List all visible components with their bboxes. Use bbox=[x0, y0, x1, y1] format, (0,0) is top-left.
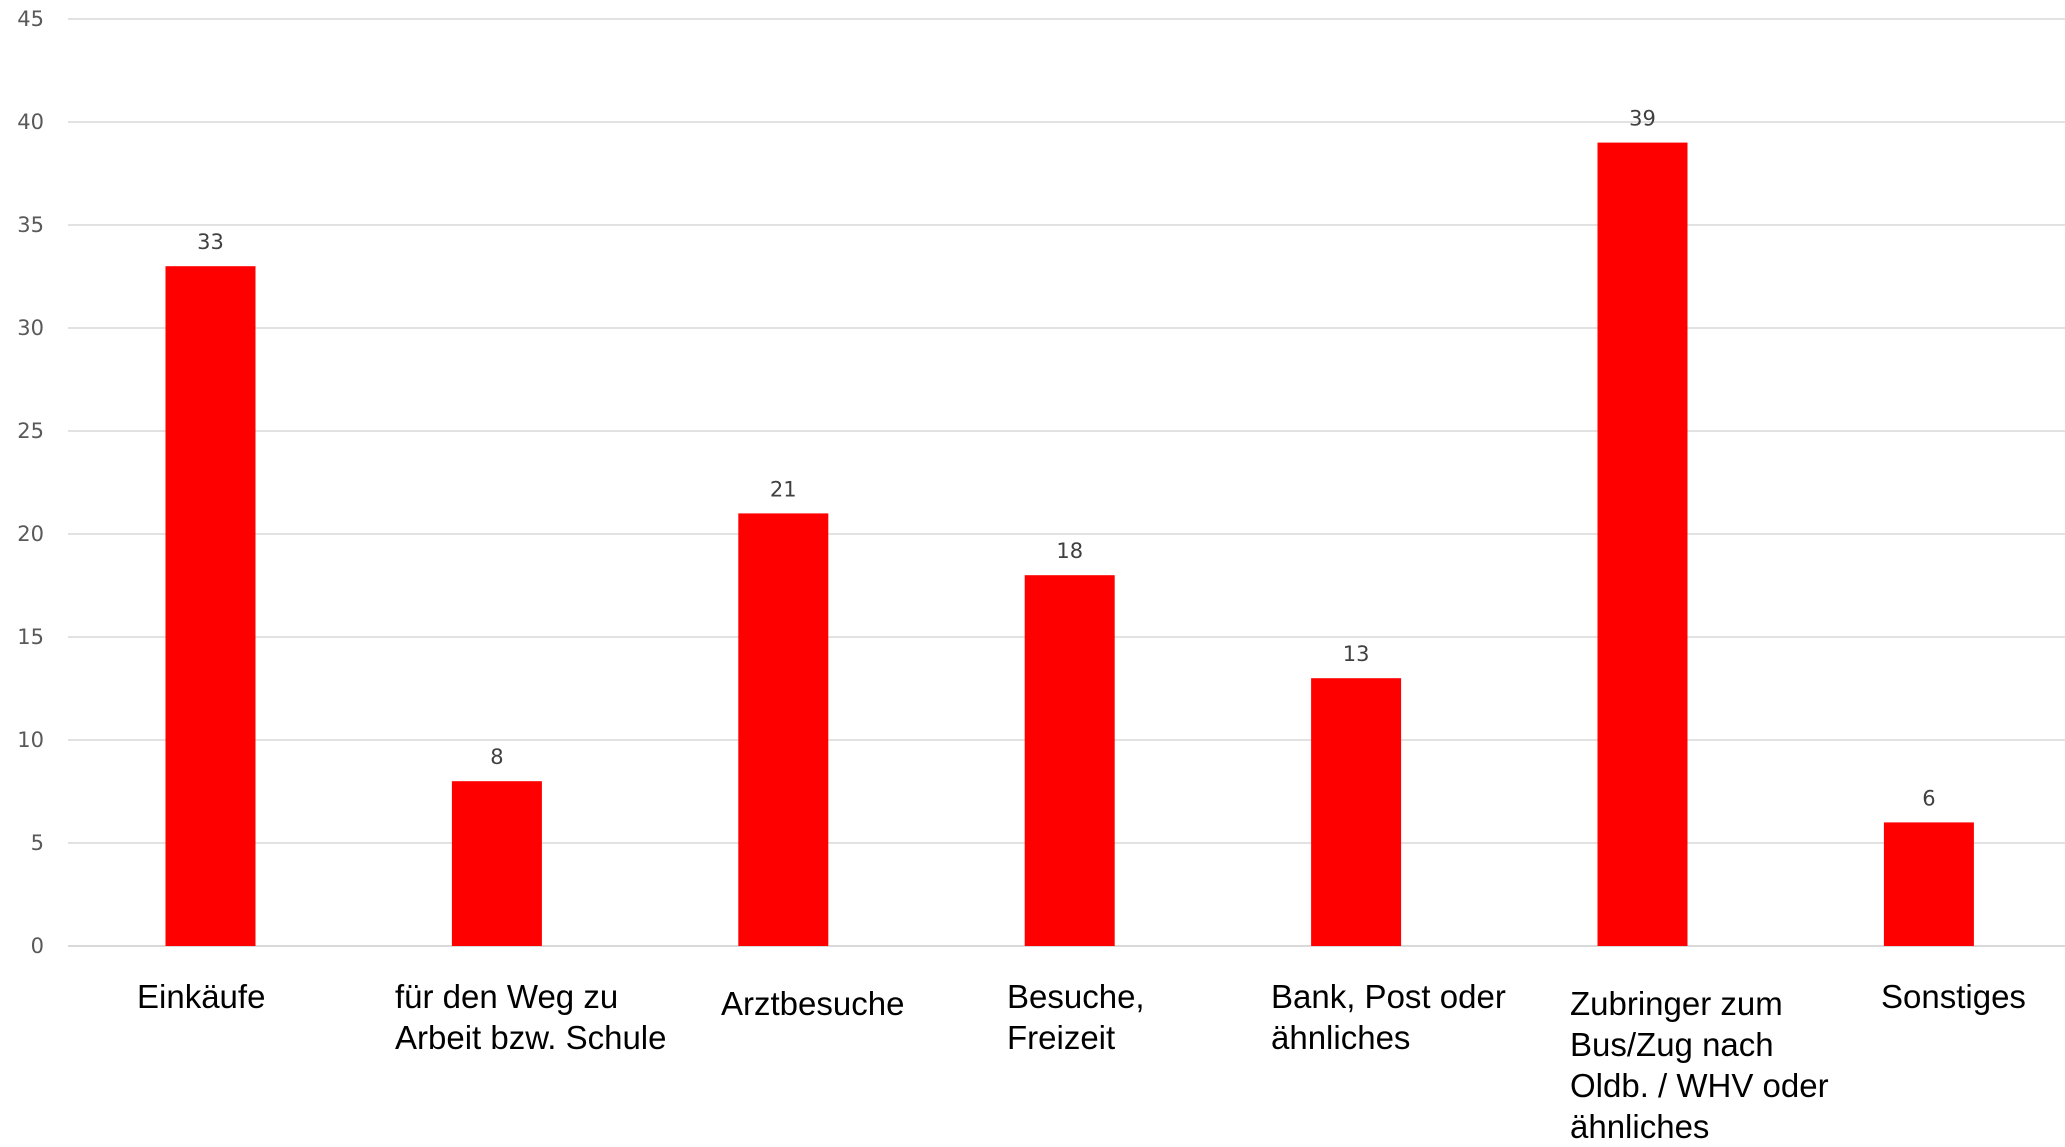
y-tick-label: 25 bbox=[17, 419, 44, 443]
data-label: 21 bbox=[770, 477, 797, 501]
y-tick-label: 5 bbox=[31, 831, 44, 855]
y-tick-label: 15 bbox=[17, 625, 44, 649]
category-label: Bank, Post oder ähnliches bbox=[1271, 976, 1506, 1058]
data-label: 39 bbox=[1629, 107, 1656, 131]
data-label: 33 bbox=[197, 230, 224, 254]
data-label: 8 bbox=[490, 745, 503, 769]
category-label-line: Freizeit bbox=[1007, 1019, 1116, 1056]
bars bbox=[165, 142, 1974, 947]
category-label-line: Einkäufe bbox=[137, 978, 266, 1015]
category-label: Arztbesuche bbox=[721, 983, 904, 1024]
category-label-line: Bus/Zug nach bbox=[1570, 1026, 1774, 1063]
data-label: 13 bbox=[1343, 642, 1370, 666]
category-label: Besuche, Freizeit bbox=[1007, 976, 1145, 1058]
bar bbox=[1024, 575, 1115, 946]
y-tick-label: 10 bbox=[17, 728, 44, 752]
y-tick-label: 30 bbox=[17, 316, 44, 340]
category-label-line: Sonstiges bbox=[1881, 978, 2026, 1015]
category-label: Einkäufe bbox=[137, 976, 265, 1017]
data-label: 18 bbox=[1056, 539, 1083, 563]
category-label-line: Zubringer zum bbox=[1570, 985, 1783, 1022]
gridlines bbox=[68, 18, 2065, 947]
category-label-line: Besuche, bbox=[1007, 978, 1145, 1015]
y-tick-label: 0 bbox=[31, 934, 44, 958]
category-label-line: Bank, Post oder bbox=[1271, 978, 1506, 1015]
bar bbox=[1597, 142, 1688, 947]
y-tick-label: 45 bbox=[17, 7, 44, 31]
data-label: 6 bbox=[1922, 786, 1935, 810]
y-axis-tick-labels: 0 5 10 15 20 25 30 35 40 45 bbox=[17, 7, 44, 958]
data-labels: 33 8 21 18 13 39 6 bbox=[197, 107, 1935, 811]
category-label-line: Arztbesuche bbox=[721, 985, 905, 1022]
bar bbox=[451, 781, 542, 946]
y-tick-label: 35 bbox=[17, 213, 44, 237]
category-label: für den Weg zu Arbeit bzw. Schule bbox=[395, 976, 666, 1058]
bar bbox=[165, 266, 256, 946]
category-label-line: ähnliches bbox=[1570, 1108, 1710, 1145]
category-label-line: ähnliches bbox=[1271, 1019, 1411, 1056]
category-label-line: Arbeit bzw. Schule bbox=[395, 1019, 667, 1056]
y-tick-label: 20 bbox=[17, 522, 44, 546]
bar bbox=[1311, 678, 1402, 946]
bar bbox=[738, 513, 829, 946]
category-label-line: Oldb. / WHV oder bbox=[1570, 1067, 1829, 1104]
category-label: Zubringer zum Bus/Zug nach Oldb. / WHV ode… bbox=[1570, 983, 1829, 1147]
bar bbox=[1883, 822, 1974, 946]
category-label: Sonstiges bbox=[1881, 976, 2026, 1017]
y-tick-label: 40 bbox=[17, 110, 44, 134]
category-label-line: für den Weg zu bbox=[395, 978, 619, 1015]
